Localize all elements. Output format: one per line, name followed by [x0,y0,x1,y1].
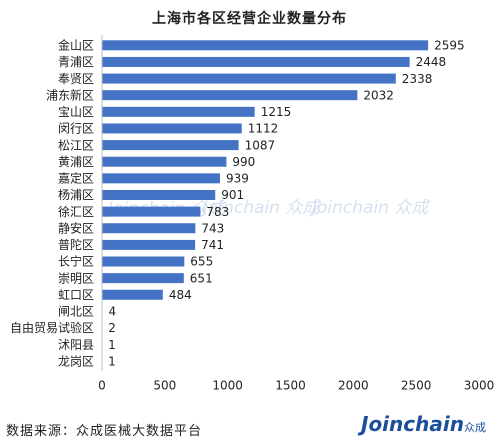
value-label: 741 [201,238,224,252]
value-label: 484 [169,288,192,302]
category-label: 浦东新区 [46,87,94,102]
bar [102,173,220,184]
bar [102,156,227,167]
value-label: 651 [190,271,213,285]
bar [102,73,396,84]
category-label: 沭阳县 [58,338,94,352]
bar [102,90,358,101]
value-label: 1087 [245,138,276,152]
x-axis: 0 500 1000 1500 2000 2500 3000 [98,35,494,393]
category-labels-layer: 金山区青浦区奉贤区浦东新区宝山区闵行区松江区黄浦区嘉定区杨浦区徐汇区静安区普陀区… [10,38,94,369]
category-label: 徐汇区 [58,204,94,219]
category-label: 普陀区 [58,237,94,252]
x-tick-label: 2500 [401,379,432,393]
value-label: 939 [226,172,249,186]
watermark-text: Joinchain 众成 [309,198,431,218]
bar [102,206,201,217]
value-label: 901 [221,188,244,202]
value-label: 1 [108,338,116,352]
x-tick-label: 1500 [275,379,306,393]
category-label: 嘉定区 [58,171,94,186]
bars-layer [102,40,429,367]
brand-logo: Joinchain众成 [361,412,486,436]
category-label: 奉贤区 [58,72,94,86]
source-note: 数据来源：众成医械大数据平台 [6,424,203,439]
bar [102,40,429,51]
value-label: 2338 [402,72,433,86]
category-label: 黄浦区 [58,155,94,169]
value-label: 2448 [416,55,447,69]
value-label: 783 [206,205,229,219]
bar [102,239,196,250]
category-label: 宝山区 [58,105,94,119]
category-label: 虹口区 [58,288,94,302]
x-tick-label: 500 [153,379,176,393]
value-label: 1 [108,354,116,368]
bar [102,273,184,284]
value-label: 1215 [261,105,292,119]
brand-logo-suffix: 众成 [463,421,486,434]
value-label: 655 [190,255,213,269]
x-tick-label: 3000 [464,379,495,393]
value-label: 2032 [363,88,394,102]
bar [102,256,185,267]
brand-logo-text: Joinchain [361,412,464,436]
value-labels-layer: 2595 2448 2338 2032 1215 1112 1087 990 939 901 783… [108,39,465,369]
category-label: 闸北区 [58,305,94,319]
category-label: 长宁区 [58,254,94,269]
value-label: 743 [201,221,224,235]
bar [102,106,255,117]
category-label: 龙岗区 [58,354,94,368]
bar [102,189,216,200]
value-label: 2595 [434,39,465,53]
bar [102,56,410,67]
value-label: 990 [232,155,255,169]
x-tick-label: 1000 [212,379,243,393]
category-label: 金山区 [58,38,94,53]
value-label: 1112 [248,122,279,136]
category-label: 青浦区 [58,55,94,69]
x-tick-label: 2000 [338,379,369,393]
value-label: 4 [109,305,117,319]
bar [102,289,163,300]
x-tick-label: 0 [98,379,106,393]
bar [102,140,239,151]
bar [102,123,242,134]
category-label: 杨浦区 [58,187,94,202]
watermark-text: Joinchain 众成 [200,198,322,218]
category-label: 自由贸易试验区 [10,320,94,335]
category-label: 崇明区 [58,271,94,285]
category-label: 松江区 [58,138,94,152]
chart-title: 上海市各区经营企业数量分布 [152,11,347,27]
category-label: 闵行区 [58,121,94,136]
value-label: 2 [108,321,116,335]
bar [102,223,196,234]
category-label: 静安区 [58,220,94,235]
